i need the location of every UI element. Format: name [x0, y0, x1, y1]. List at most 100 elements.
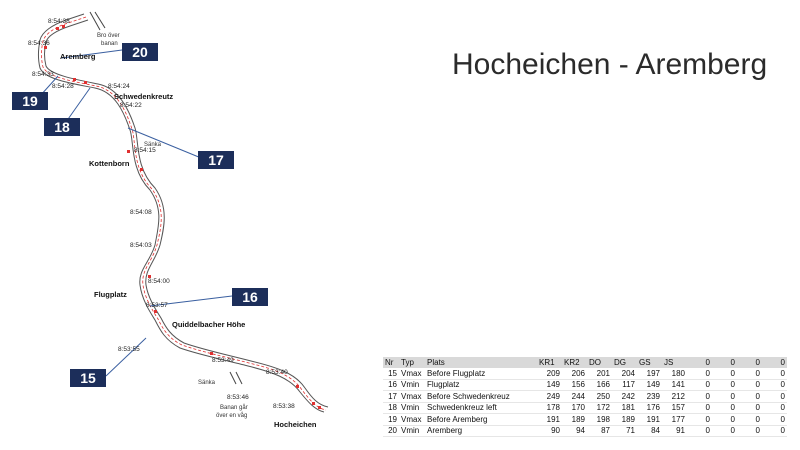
table-row: 17 Vmax Before Schwedenkreuz 249 244 250 242 23…: [383, 390, 787, 403]
table-cell: Aremberg: [425, 425, 537, 437]
table-cell: 149: [637, 379, 662, 391]
note-banan-line2: över en våg: [216, 412, 247, 419]
table-cell: 0: [687, 402, 712, 414]
col-header: 0: [712, 357, 737, 368]
table-cell: 0: [712, 390, 737, 403]
table-cell: 15: [383, 368, 399, 380]
time-label: 8:53:46: [227, 394, 249, 401]
callout-17: 17: [198, 151, 234, 169]
callout-15: 15: [70, 369, 106, 387]
table-cell: 250: [587, 390, 612, 403]
table-cell: 177: [662, 413, 687, 426]
table-cell: 0: [737, 368, 762, 380]
table-cell: 178: [537, 402, 562, 414]
table-cell: 0: [712, 368, 737, 380]
table-cell: 0: [762, 413, 787, 426]
table-cell: 0: [737, 413, 762, 426]
table-cell: 0: [762, 390, 787, 403]
table-cell: 0: [687, 390, 712, 403]
col-header: JS: [662, 357, 687, 368]
note-banan-line1: Banan går: [220, 404, 248, 411]
col-header: DG: [612, 357, 637, 368]
speed-table: Nr Typ Plats KR1 KR2 DO DG GS JS 0 0 0 0…: [383, 357, 787, 437]
track-map: 8:54:38 8:54:36 8:54:33 8:54:28 8:54:24 …: [28, 11, 329, 429]
time-label: 8:53:57: [146, 302, 168, 309]
table-cell: 0: [762, 425, 787, 437]
table-cell: Before Flugplatz: [425, 368, 537, 380]
table-cell: 0: [737, 390, 762, 403]
table-cell: 149: [537, 379, 562, 391]
table-cell: Before Aremberg: [425, 413, 537, 426]
table-cell: 71: [612, 425, 637, 437]
place-hocheichen: Hocheichen: [274, 420, 317, 429]
table-cell: 157: [662, 402, 687, 414]
table-cell: 191: [637, 413, 662, 426]
table-cell: 0: [687, 368, 712, 380]
time-label: 8:54:28: [52, 83, 74, 90]
table-cell: Flugplatz: [425, 379, 537, 391]
time-label: 8:54:22: [120, 102, 142, 109]
table-cell: Vmin: [399, 402, 425, 414]
table-cell: 0: [762, 379, 787, 391]
table-cell: 191: [537, 413, 562, 426]
table-cell: 0: [737, 402, 762, 414]
table-cell: 0: [687, 425, 712, 437]
table-cell: 0: [737, 425, 762, 437]
table-cell: 0: [712, 379, 737, 391]
table-cell: Schwedenkreuz left: [425, 402, 537, 414]
table-cell: 242: [612, 390, 637, 403]
time-label: 8:53:49: [212, 357, 234, 364]
table-row: 15 Vmax Before Flugplatz 209 206 201 204 197 180…: [383, 368, 787, 380]
table-cell: 117: [612, 379, 637, 391]
table-cell: 201: [587, 368, 612, 380]
time-label: 8:54:08: [130, 209, 152, 216]
table-cell: Vmin: [399, 379, 425, 391]
table-cell: 209: [537, 368, 562, 380]
table-cell: 0: [712, 425, 737, 437]
table-cell: 16: [383, 379, 399, 391]
table-cell: Vmax: [399, 390, 425, 403]
place-kottenborn: Kottenborn: [89, 159, 130, 168]
table-cell: 0: [687, 413, 712, 426]
place-aremberg: Aremberg: [60, 52, 96, 61]
table-cell: 90: [537, 425, 562, 437]
col-header: DO: [587, 357, 612, 368]
table-cell: 0: [762, 368, 787, 380]
table-cell: 19: [383, 413, 399, 426]
racing-line: [41, 16, 327, 411]
callout-16: 16: [232, 288, 268, 306]
table-cell: 206: [562, 368, 587, 380]
time-label: 8:54:15: [134, 147, 156, 154]
time-label: 8:54:36: [28, 40, 50, 47]
col-header: GS: [637, 357, 662, 368]
table-row: 16 Vmin Flugplatz 149 156 166 117 149 141 0 0 0 0: [383, 379, 787, 391]
table-cell: 141: [662, 379, 687, 391]
table-cell: 0: [762, 402, 787, 414]
table-cell: 180: [662, 368, 687, 380]
table-cell: 198: [587, 413, 612, 426]
time-label: 8:54:03: [130, 242, 152, 249]
time-label: 8:54:00: [148, 278, 170, 285]
table-cell: 156: [562, 379, 587, 391]
note-bro-line2: banan: [101, 41, 118, 47]
table-cell: 0: [712, 402, 737, 414]
track-inner-edge: [44, 19, 329, 408]
note-sanka-bottom: Sänka: [198, 380, 216, 386]
table-cell: 197: [637, 368, 662, 380]
time-label: 8:53:40: [266, 369, 288, 376]
time-label: 8:54:38: [48, 18, 70, 25]
table-cell: 239: [637, 390, 662, 403]
table-cell: 212: [662, 390, 687, 403]
table-cell: 0: [712, 413, 737, 426]
callout-19: 19: [12, 92, 48, 110]
time-label: 8:53:38: [273, 403, 295, 410]
place-flugplatz: Flugplatz: [94, 290, 127, 299]
table-cell: Before Schwedenkreuz: [425, 390, 537, 403]
place-quiddelbacher: Quiddelbacher Höhe: [172, 320, 245, 329]
table-cell: 20: [383, 425, 399, 437]
table-cell: 244: [562, 390, 587, 403]
callout-20: 20: [122, 43, 158, 61]
table-cell: 204: [612, 368, 637, 380]
table-cell: 170: [562, 402, 587, 414]
table-cell: 189: [612, 413, 637, 426]
